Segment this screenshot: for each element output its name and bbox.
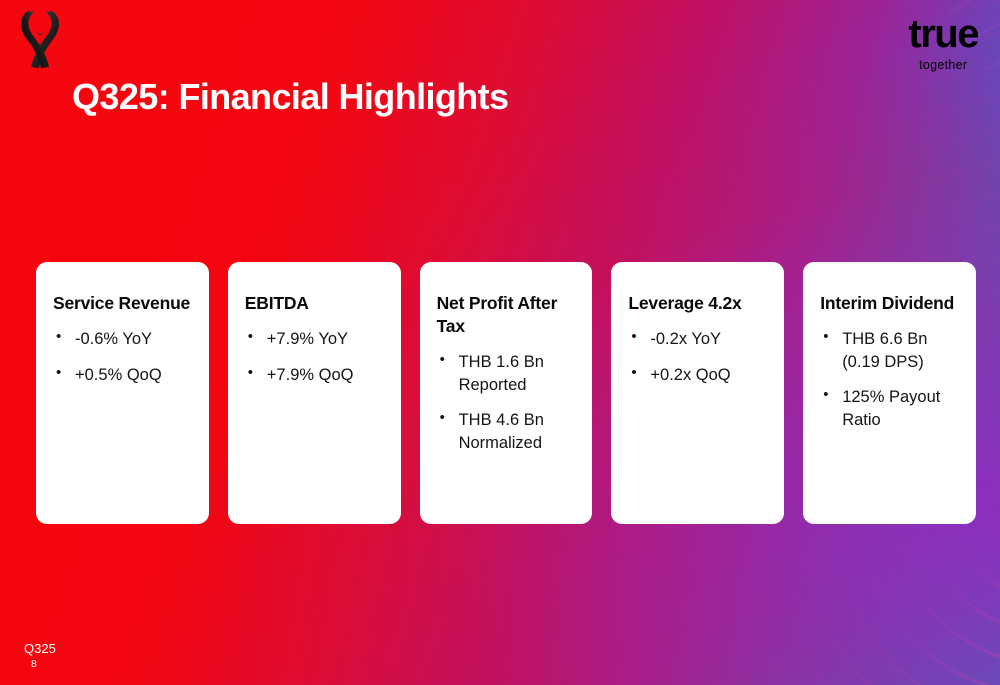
slide-footer: Q325 8 bbox=[24, 641, 56, 671]
list-item: THB 1.6 Bn Reported bbox=[437, 350, 579, 396]
footer-page-number: 8 bbox=[31, 657, 37, 670]
card-title: Interim Dividend bbox=[820, 293, 955, 313]
card-title: Service Revenue bbox=[53, 293, 191, 313]
card-title: Net Profit After Tax bbox=[436, 293, 558, 337]
card-bullet-list: +7.9% YoY +7.9% QoQ bbox=[245, 327, 387, 399]
card-bullet-list: -0.2x YoY +0.2x QoQ bbox=[628, 327, 770, 399]
highlight-card-ebitda: EBITDA +7.9% YoY +7.9% QoQ bbox=[227, 262, 401, 524]
list-item: THB 4.6 Bn Normalized bbox=[437, 408, 579, 454]
list-item: -0.6% YoY bbox=[53, 327, 195, 351]
highlight-card-interim-dividend: Interim Dividend THB 6.6 Bn (0.19 DPS) 1… bbox=[803, 262, 976, 524]
footer-quarter-label: Q325 bbox=[24, 640, 56, 656]
card-bullet-list: -0.6% YoY +0.5% QoQ bbox=[53, 327, 195, 399]
page-title: Q325: Financial Highlights bbox=[72, 76, 509, 117]
list-item: 125% Payout Ratio bbox=[820, 385, 962, 431]
logo-tagline: together bbox=[919, 58, 968, 72]
highlight-card-leverage: Leverage 4.2x -0.2x YoY +0.2x QoQ bbox=[611, 262, 785, 524]
highlight-card-row: Service Revenue -0.6% YoY +0.5% QoQ EBIT… bbox=[36, 262, 976, 524]
list-item: THB 6.6 Bn (0.19 DPS) bbox=[820, 327, 962, 373]
list-item: +0.5% QoQ bbox=[53, 363, 195, 387]
card-bullet-list: THB 1.6 Bn Reported THB 4.6 Bn Normalize… bbox=[437, 350, 579, 467]
true-logo: true together bbox=[908, 12, 979, 72]
highlight-card-service-revenue: Service Revenue -0.6% YoY +0.5% QoQ bbox=[36, 262, 209, 524]
logo-wordmark: true bbox=[908, 12, 979, 56]
list-item: +7.9% YoY bbox=[245, 327, 387, 351]
card-bullet-list: THB 6.6 Bn (0.19 DPS) 125% Payout Ratio bbox=[820, 327, 962, 444]
highlight-card-net-profit-after-tax: Net Profit After Tax THB 1.6 Bn Reported… bbox=[419, 262, 593, 524]
list-item: +7.9% QoQ bbox=[245, 363, 387, 387]
list-item: -0.2x YoY bbox=[628, 327, 770, 351]
card-title: EBITDA bbox=[244, 293, 309, 313]
mourning-ribbon-icon bbox=[20, 11, 60, 68]
list-item: +0.2x QoQ bbox=[628, 363, 770, 387]
card-title: Leverage 4.2x bbox=[628, 293, 742, 313]
